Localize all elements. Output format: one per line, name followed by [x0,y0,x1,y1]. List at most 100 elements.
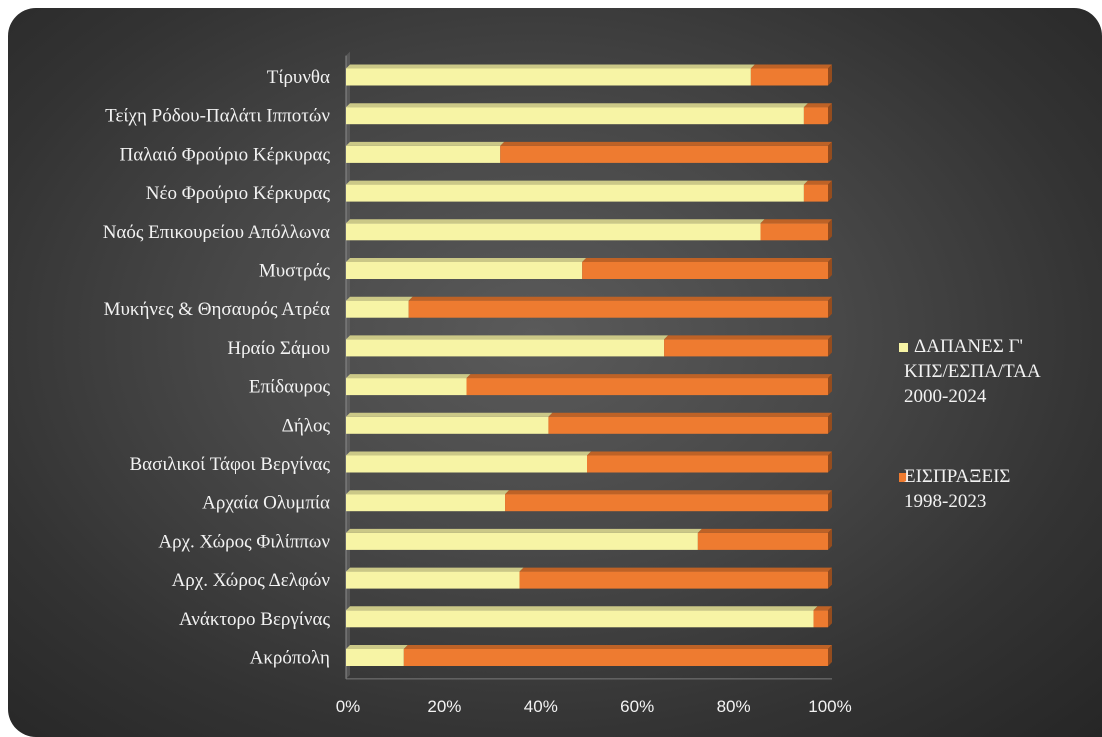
legend-swatch-eispraxeis [899,473,908,482]
bar-top-eispraxeis [500,141,832,146]
bar-dapanes [346,184,804,202]
bar-top-eispraxeis [582,258,832,262]
category-label: Ακρόπολη [250,648,330,669]
bar-top-eispraxeis [587,451,832,456]
x-tick-label: 40% [524,697,558,716]
bar-top-eispraxeis [466,374,832,379]
bar-eispraxeis [500,145,828,163]
category-label: Μυκήνες & Θησαυρός Ατρέα [104,299,330,320]
bar-eispraxeis [760,223,828,241]
x-tick-label: 20% [427,697,461,716]
category-label: Τείχη Ρόδου-Παλάτι Ιπποτών [105,106,330,127]
bar-top-dapanes [346,219,765,224]
bar-end-eispraxeis [828,528,832,550]
bar-dapanes [346,107,804,125]
legend-label-eispraxeis: ΕΙΣΠΡΑΞΕΙΣ [904,466,1011,487]
bar-dapanes [346,455,587,473]
bar-end-eispraxeis [828,103,832,125]
bar-top-dapanes [346,490,510,495]
bar-top-dapanes [346,180,808,185]
category-label: Ηραίο Σάμου [227,338,330,359]
bar-eispraxeis [803,184,828,202]
bar-dapanes [346,378,467,396]
category-labels: Τίρυνθα Τείχη Ρόδου-Παλάτι Ιπποτών Παλαιό … [103,67,331,669]
category-label: Δήλος [282,415,331,436]
bar-dapanes [346,145,501,163]
bar-eispraxeis [408,300,828,318]
axis-side-wall [346,51,350,679]
bar-dapanes [346,494,506,512]
bar-top-dapanes [346,335,669,340]
chart-card: Τίρυνθα Τείχη Ρόδου-Παλάτι Ιπποτών Παλαιό … [8,8,1102,737]
bar-top-dapanes [346,567,524,572]
bar-end-eispraxeis [828,606,832,628]
bar-eispraxeis [466,378,828,396]
bar-eispraxeis [803,107,828,125]
bar-eispraxeis [505,494,828,512]
legend-label-dapanes: ΚΠΣ/ΕΣΠΑ/ΤΑΑ [904,361,1041,382]
bar-dapanes [346,532,698,550]
bar-dapanes [346,416,549,434]
bar-top-dapanes [346,528,702,533]
category-label: Παλαιό Φρούριο Κέρκυρας [120,144,331,165]
category-label: Τίρυνθα [267,67,330,88]
bar-dapanes [346,571,520,589]
bar-top-eispraxeis [760,219,832,224]
bar-end-eispraxeis [828,141,832,163]
bar-dapanes [346,339,665,357]
bars [346,64,832,666]
bar-top-eispraxeis [813,606,832,611]
bar-top-eispraxeis [697,528,832,533]
bar-eispraxeis [582,262,828,279]
bar-end-eispraxeis [828,374,832,396]
bar-top-eispraxeis [519,567,832,572]
bar-top-dapanes [346,412,553,417]
x-tick-label: 0% [336,697,361,716]
bar-top-dapanes [346,451,591,456]
bar-end-eispraxeis [828,180,832,202]
bar-top-dapanes [346,141,505,146]
stacked-bar-chart: Τίρυνθα Τείχη Ρόδου-Παλάτι Ιπποτών Παλαιό … [103,51,1041,716]
bar-end-eispraxeis [828,451,832,473]
bar-eispraxeis [519,571,828,589]
category-label: Αρχ. Χώρος Δελφών [172,570,331,591]
legend-label-dapanes: 2000-2024 [904,386,987,407]
bar-end-eispraxeis [828,296,832,318]
bar-top-eispraxeis [664,335,832,340]
bar-eispraxeis [697,532,828,550]
bar-end-eispraxeis [828,219,832,241]
legend: ΔΑΠΑΝΕΣ Γ' ΚΠΣ/ΕΣΠΑ/ΤΑΑ 2000-2024 ΕΙΣΠΡΑΞΕΙ… [899,336,1041,512]
bar-eispraxeis [587,455,828,473]
category-label: Βασιλικοί Τάφοι Βεργίνας [129,454,330,475]
category-label: Μυστράς [259,261,331,282]
bar-dapanes [346,610,814,628]
category-label: Νέο Φρούριο Κέρκυρας [146,183,331,204]
category-label: Αρχαία Ολυμπία [202,493,330,514]
bar-end-eispraxeis [828,335,832,357]
bar-eispraxeis [664,339,828,357]
x-tick-label: 100% [808,697,851,716]
category-label: Ναός Επικουρείου Απόλλωνα [103,222,330,243]
bar-top-eispraxeis [803,180,832,185]
bar-eispraxeis [403,649,828,666]
legend-swatch-dapanes [899,343,908,352]
bar-top-eispraxeis [505,490,832,495]
bar-eispraxeis [750,68,828,86]
bar-end-eispraxeis [828,490,832,512]
bar-end-eispraxeis [828,64,832,86]
bar-top-eispraxeis [750,64,832,69]
bar-top-eispraxeis [548,412,832,417]
legend-label-eispraxeis: 1998-2023 [904,491,986,512]
category-label: Αρχ. Χώρος Φιλίππων [158,531,330,552]
category-label: Ανάκτορο Βεργίνας [179,609,330,630]
bar-end-eispraxeis [828,645,832,666]
bar-dapanes [346,300,409,318]
bar-dapanes [346,649,404,666]
bar-eispraxeis [813,610,828,628]
bar-dapanes [346,262,583,279]
bar-top-dapanes [346,103,808,108]
bar-end-eispraxeis [828,567,832,589]
bar-top-dapanes [346,258,587,262]
bar-dapanes [346,68,751,86]
bar-top-eispraxeis [403,645,832,649]
